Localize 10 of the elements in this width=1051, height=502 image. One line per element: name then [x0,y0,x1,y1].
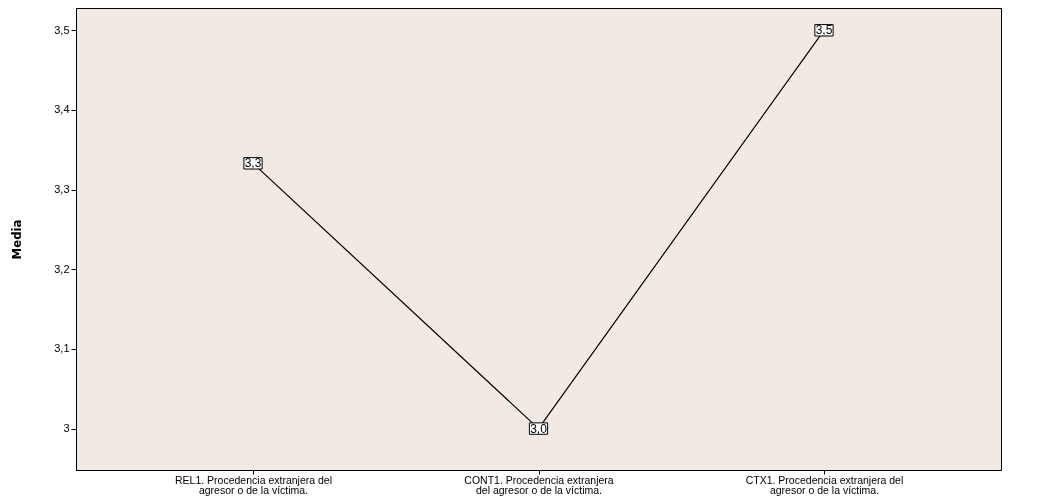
x-tick-label: CTX1. Procedencia extranjera del agresor o de la víctima. [745,473,904,496]
y-tick-label: 3 [63,422,70,435]
y-tick-label: 3,4 [54,103,70,116]
y-tick-label: 3,2 [54,262,70,275]
x-tick-label: REL1. Procedencia extranjera del agresor o de la víctima. [175,473,333,496]
y-tick-label: 3,1 [54,342,70,355]
x-tick-label: CONT1. Procedencia extranjera del agresor o de la víctima. [464,473,614,496]
y-tick-label: 3,5 [54,23,70,36]
y-axis-title: Media [9,219,25,260]
y-tick-label: 3,3 [54,183,70,196]
